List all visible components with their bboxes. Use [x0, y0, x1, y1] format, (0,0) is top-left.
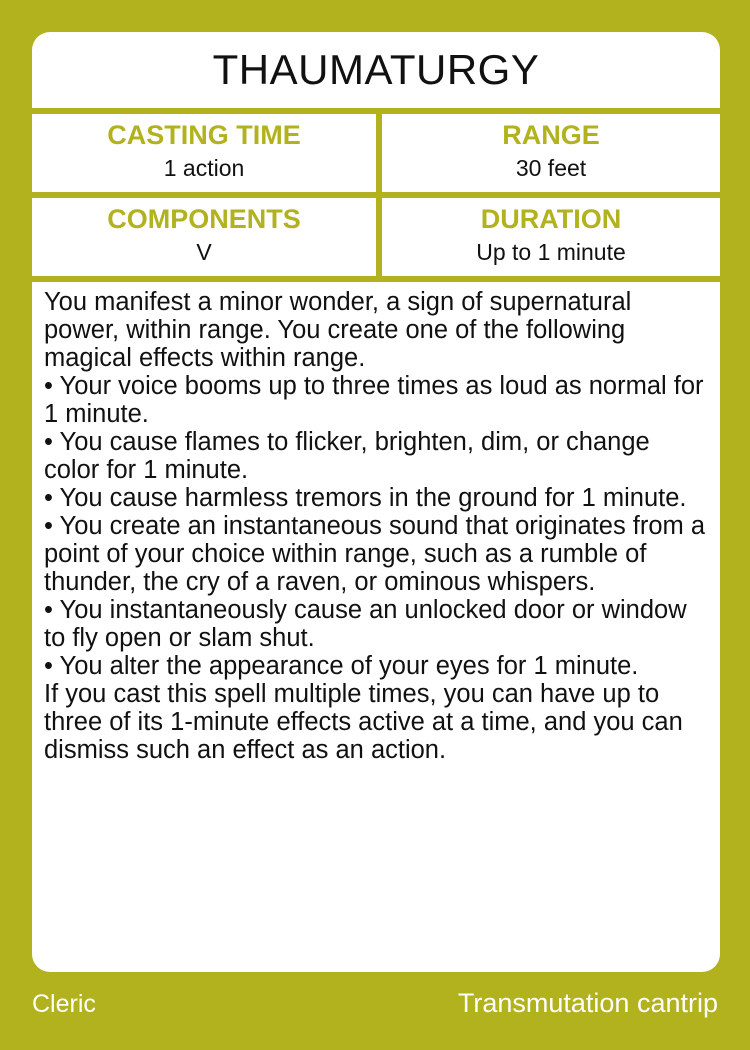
components-value: V	[196, 239, 212, 265]
description-bullet: • You cause flames to flicker, brighten,…	[44, 428, 650, 484]
description-paragraph: You manifest a minor wonder, a sign of s…	[44, 288, 632, 372]
casting-time-box: CASTING TIME 1 action	[32, 114, 376, 192]
description-bullet: • Your voice booms up to three times as …	[44, 372, 704, 428]
range-value: 30 feet	[515, 155, 587, 181]
description-bullet: • You alter the appearance of your eyes …	[44, 652, 639, 680]
description-bullet: • You cause harmless tremors in the grou…	[44, 484, 687, 512]
spell-school-level: Transmutation cantrip	[457, 988, 718, 1018]
card-body: THAUMATURGY CASTING TIME 1 action RANGE …	[32, 32, 720, 972]
duration-box: DURATION Up to 1 minute	[382, 198, 720, 276]
range-label: RANGE	[502, 120, 600, 150]
description-paragraph: If you cast this spell multiple times, y…	[44, 680, 683, 764]
spell-class: Cleric	[32, 990, 96, 1018]
spell-title: THAUMATURGY	[32, 32, 720, 108]
components-box: COMPONENTS V	[32, 198, 376, 276]
duration-label: DURATION	[480, 204, 622, 234]
casting-time-value: 1 action	[163, 155, 245, 181]
duration-value: Up to 1 minute	[476, 239, 626, 265]
range-box: RANGE 30 feet	[382, 114, 720, 192]
spell-description: You manifest a minor wonder, a sign of s…	[32, 282, 720, 972]
description-bullet: • You create an instantaneous sound that…	[44, 512, 706, 596]
description-bullet: • You instantaneously cause an unlocked …	[44, 596, 687, 652]
casting-time-label: CASTING TIME	[107, 120, 301, 150]
components-label: COMPONENTS	[107, 204, 301, 234]
